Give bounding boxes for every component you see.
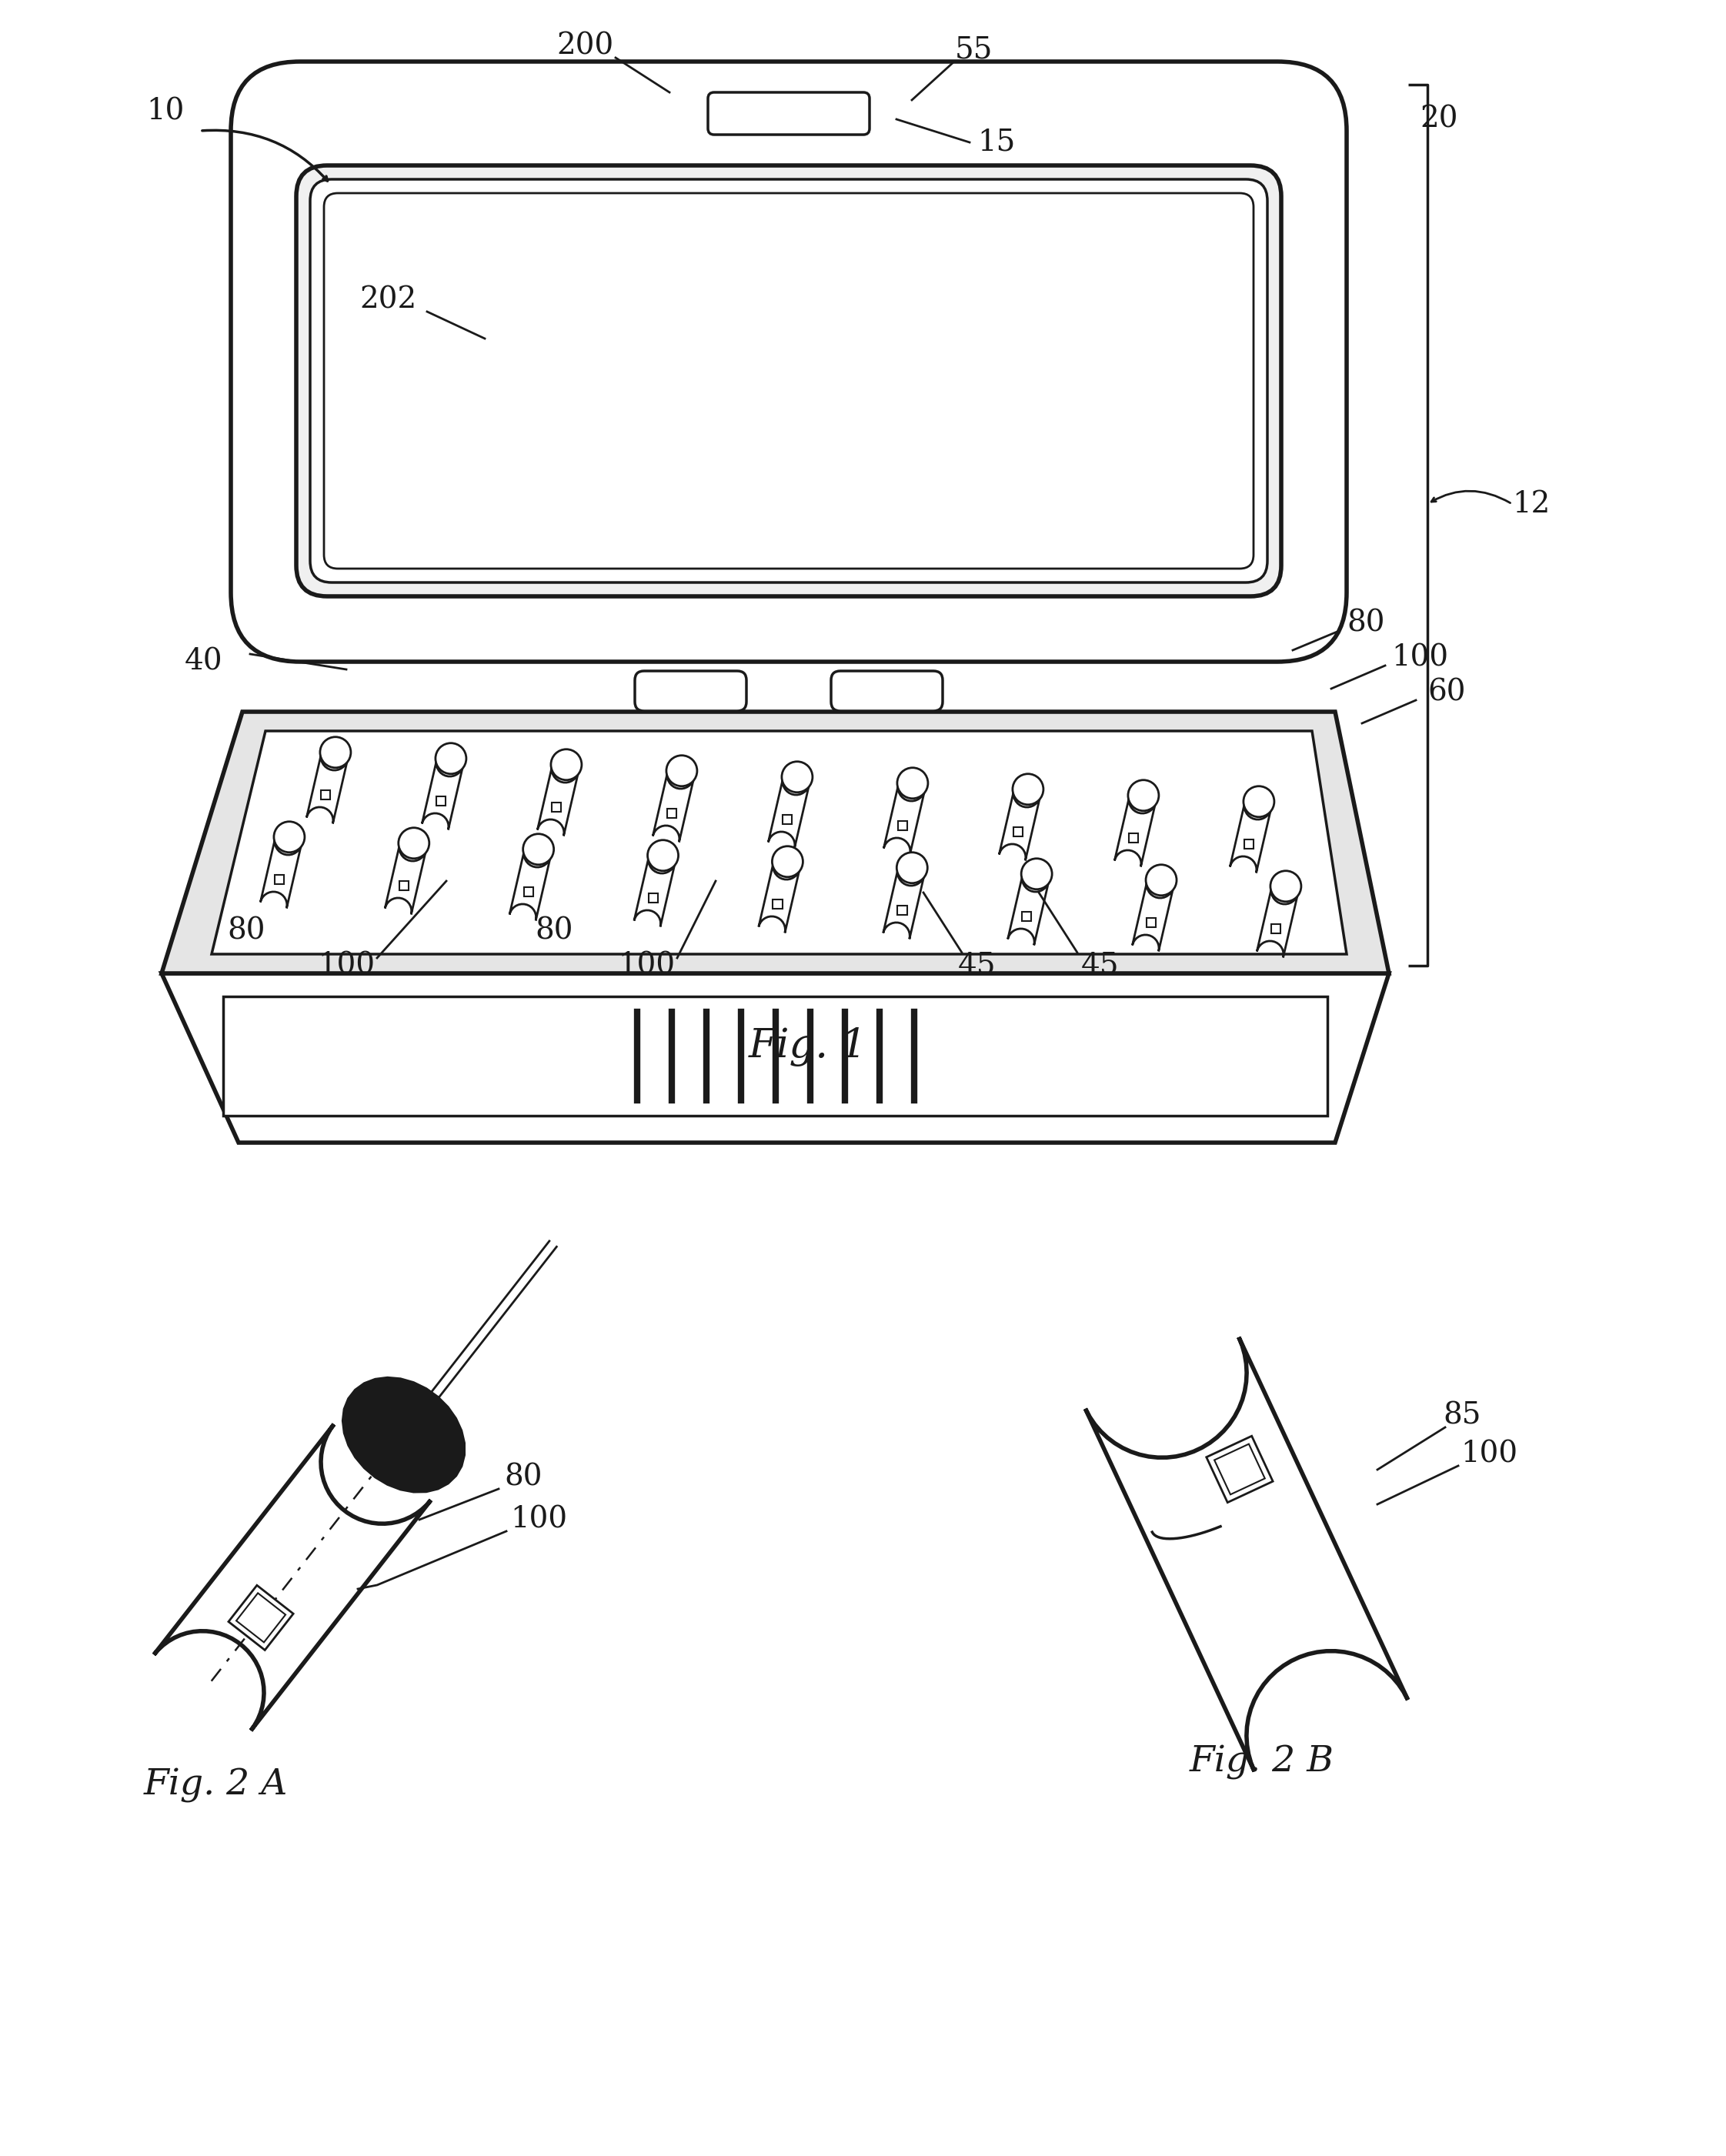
Polygon shape xyxy=(162,972,1389,1143)
Bar xyxy=(1146,918,1156,927)
Circle shape xyxy=(772,845,803,877)
Polygon shape xyxy=(633,856,675,927)
Circle shape xyxy=(647,841,678,871)
Polygon shape xyxy=(884,785,925,854)
Polygon shape xyxy=(1086,1337,1408,1772)
Text: 40: 40 xyxy=(185,647,223,677)
Text: 20: 20 xyxy=(1420,106,1458,134)
Polygon shape xyxy=(261,839,302,908)
Polygon shape xyxy=(1132,882,1174,951)
Circle shape xyxy=(399,828,430,858)
Circle shape xyxy=(1146,865,1177,895)
Text: 100: 100 xyxy=(618,951,675,979)
Bar xyxy=(649,893,658,903)
Text: Fig. 2 B: Fig. 2 B xyxy=(1189,1744,1334,1779)
Circle shape xyxy=(523,834,554,865)
Polygon shape xyxy=(652,772,694,843)
Bar xyxy=(1022,912,1032,921)
Circle shape xyxy=(666,755,697,787)
Polygon shape xyxy=(759,862,799,934)
Circle shape xyxy=(435,744,466,774)
Circle shape xyxy=(898,852,927,884)
Text: Fig. 1: Fig. 1 xyxy=(749,1026,868,1065)
Polygon shape xyxy=(212,731,1346,955)
FancyBboxPatch shape xyxy=(311,179,1267,582)
Text: 12: 12 xyxy=(1512,489,1550,517)
Polygon shape xyxy=(884,869,923,940)
Bar xyxy=(399,882,409,890)
Bar xyxy=(773,899,782,910)
Text: 200: 200 xyxy=(556,32,613,60)
Polygon shape xyxy=(228,1585,293,1649)
Text: 100: 100 xyxy=(1391,645,1448,673)
FancyBboxPatch shape xyxy=(830,671,942,711)
Bar xyxy=(1244,839,1253,849)
Bar xyxy=(437,796,445,806)
Bar xyxy=(1270,925,1281,934)
Bar xyxy=(552,802,561,813)
Text: 85: 85 xyxy=(1443,1401,1481,1429)
Text: 202: 202 xyxy=(361,287,418,315)
Polygon shape xyxy=(154,1425,432,1731)
Polygon shape xyxy=(385,845,426,914)
FancyBboxPatch shape xyxy=(231,63,1346,662)
Polygon shape xyxy=(1206,1436,1272,1503)
Text: 10: 10 xyxy=(147,97,185,125)
Polygon shape xyxy=(999,791,1041,860)
Bar xyxy=(898,821,908,830)
Text: 80: 80 xyxy=(228,916,266,944)
Polygon shape xyxy=(1231,802,1270,873)
Circle shape xyxy=(1013,774,1044,804)
Bar xyxy=(274,875,285,884)
Polygon shape xyxy=(537,765,578,837)
Text: 80: 80 xyxy=(1346,608,1384,638)
Circle shape xyxy=(551,750,582,780)
Text: 100: 100 xyxy=(318,951,375,979)
Text: 100: 100 xyxy=(1460,1440,1517,1468)
Polygon shape xyxy=(1115,798,1155,867)
Bar xyxy=(523,888,533,897)
Circle shape xyxy=(782,761,813,793)
Circle shape xyxy=(898,768,929,798)
Text: 60: 60 xyxy=(1427,679,1465,707)
FancyBboxPatch shape xyxy=(708,93,870,134)
Polygon shape xyxy=(307,755,347,824)
Polygon shape xyxy=(1215,1445,1265,1494)
Text: 80: 80 xyxy=(535,916,573,944)
Circle shape xyxy=(1022,858,1053,888)
Bar xyxy=(1013,828,1024,837)
Circle shape xyxy=(274,821,306,852)
Bar xyxy=(782,815,792,824)
Polygon shape xyxy=(162,711,1389,972)
Bar xyxy=(668,808,677,819)
Bar xyxy=(1129,834,1137,843)
Polygon shape xyxy=(343,1378,464,1492)
FancyBboxPatch shape xyxy=(324,194,1253,569)
Polygon shape xyxy=(421,759,463,830)
Circle shape xyxy=(1270,871,1301,901)
Bar xyxy=(321,791,330,800)
Circle shape xyxy=(319,737,350,768)
Circle shape xyxy=(1129,780,1158,811)
Text: Fig. 2 A: Fig. 2 A xyxy=(143,1768,288,1802)
Polygon shape xyxy=(768,778,809,847)
Polygon shape xyxy=(236,1593,285,1643)
Text: 55: 55 xyxy=(954,37,992,65)
Circle shape xyxy=(1243,787,1274,817)
Bar xyxy=(898,906,906,914)
Text: 15: 15 xyxy=(977,127,1015,157)
Text: 45: 45 xyxy=(1080,951,1120,979)
FancyBboxPatch shape xyxy=(297,166,1281,597)
Text: 100: 100 xyxy=(511,1505,568,1533)
Bar xyxy=(223,996,1327,1115)
FancyBboxPatch shape xyxy=(635,671,746,711)
Polygon shape xyxy=(1257,888,1298,957)
Polygon shape xyxy=(1008,875,1049,944)
Text: 45: 45 xyxy=(958,951,996,979)
Polygon shape xyxy=(509,852,551,921)
Text: 80: 80 xyxy=(504,1464,542,1492)
